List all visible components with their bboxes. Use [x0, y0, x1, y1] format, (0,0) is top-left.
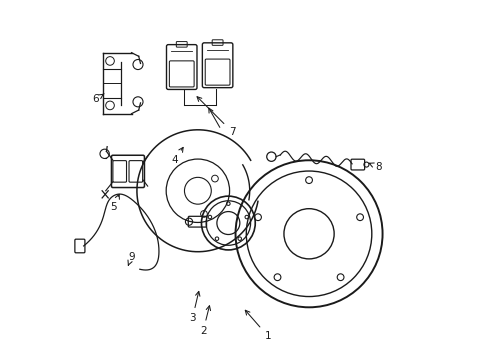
Text: 6: 6	[92, 94, 104, 104]
Text: 4: 4	[171, 147, 183, 165]
Text: 7: 7	[197, 97, 235, 136]
Text: 1: 1	[245, 310, 270, 341]
Text: 5: 5	[110, 194, 119, 212]
Text: 8: 8	[368, 162, 382, 172]
Text: 3: 3	[189, 291, 200, 323]
Text: 9: 9	[128, 252, 135, 265]
Text: 2: 2	[200, 306, 210, 336]
